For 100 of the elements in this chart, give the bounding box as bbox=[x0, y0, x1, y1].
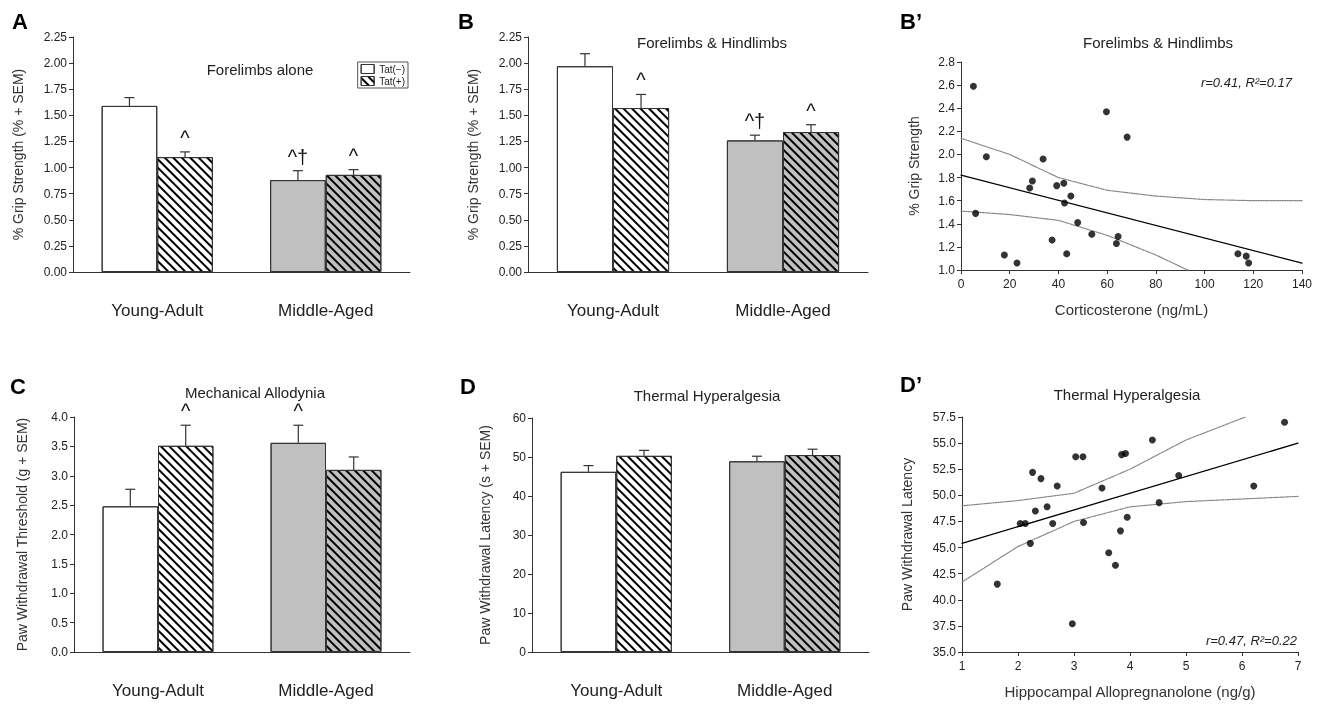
text: B’ bbox=[900, 8, 922, 34]
y-tick-label: 3.0 bbox=[51, 468, 69, 483]
annotation: ^† bbox=[287, 145, 309, 168]
point bbox=[1000, 251, 1008, 259]
point bbox=[982, 153, 990, 161]
y-tick-label: 1.75 bbox=[498, 82, 523, 97]
x-tick-label: Middle-Aged bbox=[278, 301, 374, 320]
point bbox=[1148, 436, 1156, 444]
point bbox=[1281, 418, 1289, 426]
point bbox=[1111, 561, 1119, 569]
y-tick-label: 0.00 bbox=[498, 265, 523, 279]
point bbox=[1053, 482, 1061, 490]
annotation: ^ bbox=[180, 126, 191, 149]
y-tick-label: 0.50 bbox=[498, 212, 523, 227]
x-tick-label: 100 bbox=[1194, 277, 1215, 291]
y-tick-label: 1.75 bbox=[43, 82, 68, 97]
y-tick-label: 30 bbox=[512, 528, 527, 542]
chart-title: Thermal Hyperalgesia bbox=[633, 387, 782, 404]
x-tick-label: 140 bbox=[1291, 277, 1313, 291]
y-tick-label: 0.50 bbox=[43, 212, 68, 227]
point bbox=[1234, 250, 1242, 258]
y-tick-label: 1.50 bbox=[43, 108, 68, 123]
annotation: ^ bbox=[181, 400, 192, 423]
y-tick-label: 1.00 bbox=[498, 160, 523, 175]
point bbox=[1026, 184, 1034, 192]
x-axis-title: Hippocampal Allopregnanolone (ng/g) bbox=[1004, 683, 1256, 700]
y-tick-label: 2.4 bbox=[938, 101, 956, 116]
y-tick-label: 1.8 bbox=[938, 170, 956, 185]
y-tick-label: 0.0 bbox=[51, 645, 69, 659]
point bbox=[1028, 177, 1036, 185]
y-tick-label: 1.0 bbox=[51, 586, 69, 601]
y-axis-title: Paw Withdrawal Latency bbox=[899, 457, 915, 612]
point bbox=[1088, 230, 1096, 238]
x-tick-label: 2 bbox=[1014, 659, 1022, 673]
point bbox=[1123, 513, 1131, 521]
y-tick-label: 0.25 bbox=[498, 238, 523, 253]
y-tick-label: 40.0 bbox=[932, 592, 957, 607]
y-tick-label: 0.75 bbox=[43, 186, 68, 201]
y-tick-label: 20 bbox=[512, 567, 527, 581]
chart-title: Thermal Hyperalgesia bbox=[1053, 386, 1202, 403]
y-tick-label: 1.0 bbox=[938, 263, 956, 277]
x-tick-label: 20 bbox=[1003, 277, 1017, 291]
x-tick-label: 1 bbox=[958, 659, 966, 673]
annotation: ^ bbox=[348, 144, 359, 167]
y-axis-title: % Grip Strength (% + SEM) bbox=[10, 68, 26, 241]
y-axis-title: Paw Withdrawal Threshold (g + SEM) bbox=[14, 417, 30, 652]
point bbox=[1080, 518, 1088, 526]
point bbox=[1155, 499, 1163, 507]
point bbox=[993, 580, 1001, 588]
point bbox=[1063, 250, 1071, 258]
point bbox=[1242, 252, 1250, 260]
y-tick-label: 2.0 bbox=[51, 527, 69, 542]
point bbox=[1068, 620, 1076, 628]
point bbox=[1037, 475, 1045, 483]
y-tick-label: 2.0 bbox=[938, 147, 956, 162]
point bbox=[1074, 219, 1082, 227]
text: A bbox=[12, 8, 28, 34]
y-tick-label: 2.5 bbox=[51, 498, 69, 513]
annotation: ^ bbox=[636, 69, 647, 92]
y-tick-label: 0.25 bbox=[43, 238, 68, 253]
y-tick-label: 0.75 bbox=[498, 186, 523, 201]
point bbox=[1031, 507, 1039, 515]
point bbox=[1021, 520, 1029, 528]
y-tick-label: 1.5 bbox=[51, 556, 69, 571]
y-tick-label: 1.4 bbox=[938, 216, 956, 231]
point bbox=[1122, 450, 1130, 458]
annotation: ^† bbox=[744, 110, 766, 133]
text: D bbox=[460, 373, 476, 399]
y-axis-title: % Grip Strength (% + SEM) bbox=[465, 68, 481, 241]
x-tick-label: 40 bbox=[1051, 277, 1066, 291]
point bbox=[1114, 232, 1122, 240]
y-tick-label: 47.5 bbox=[932, 514, 957, 529]
y-tick-label: 45.0 bbox=[932, 540, 957, 555]
point bbox=[1053, 182, 1061, 190]
y-tick-label: 1.25 bbox=[498, 134, 523, 149]
y-tick-label: 2.00 bbox=[498, 56, 523, 71]
x-tick-label: Young-Adult bbox=[111, 301, 204, 320]
y-tick-label: 4.0 bbox=[51, 410, 69, 424]
point bbox=[1250, 482, 1258, 490]
y-tick-label: 55.0 bbox=[932, 436, 957, 451]
y-tick-label: 2.25 bbox=[43, 30, 68, 44]
line-series bbox=[960, 210, 1189, 271]
x-tick-label: Middle-Aged bbox=[737, 681, 833, 700]
chart-title: Forelimbs & Hindlimbs bbox=[636, 34, 788, 51]
text: Forelimbs alone bbox=[206, 61, 314, 78]
point bbox=[1245, 259, 1253, 267]
y-tick-label: 3.5 bbox=[51, 439, 69, 454]
point bbox=[1079, 453, 1087, 461]
y-tick-label: 0 bbox=[519, 645, 527, 659]
y-tick-label: 1.00 bbox=[43, 160, 68, 175]
chart-title: Forelimbs & Hindlimbs bbox=[1082, 34, 1234, 51]
x-tick-label: 3 bbox=[1070, 659, 1078, 673]
y-axis-title: % Grip Strength bbox=[906, 116, 922, 216]
point bbox=[1060, 179, 1068, 187]
line-series bbox=[960, 137, 1303, 202]
y-tick-label: 10 bbox=[512, 606, 527, 620]
x-axis-title: Corticosterone (ng/mL) bbox=[1054, 301, 1209, 318]
x-tick-label: Young-Adult bbox=[566, 301, 660, 320]
x-tick-label: 5 bbox=[1182, 659, 1190, 673]
x-tick-label: Young-Adult bbox=[570, 681, 663, 700]
